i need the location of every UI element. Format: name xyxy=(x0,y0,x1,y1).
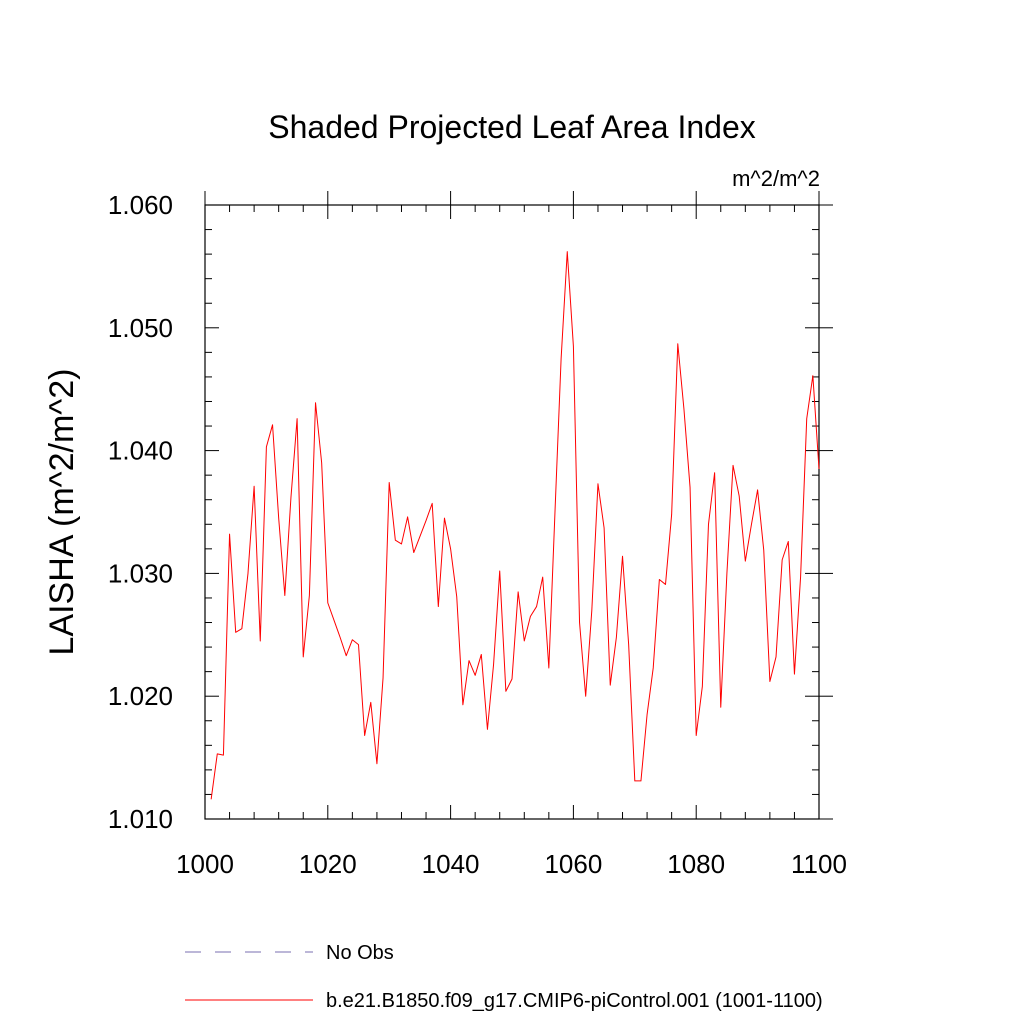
x-tick-label: 1040 xyxy=(422,849,480,879)
x-tick-label: 1060 xyxy=(544,849,602,879)
series-layer xyxy=(210,251,820,800)
legend-label: No Obs xyxy=(326,942,394,964)
axis-ticks xyxy=(204,191,833,820)
y-tick-label: 1.010 xyxy=(108,804,173,834)
x-tick-label: 1020 xyxy=(299,849,357,879)
y-tick-label: 1.020 xyxy=(108,681,173,711)
series-line xyxy=(210,251,820,800)
y-tick-label: 1.030 xyxy=(108,558,173,588)
y-tick-label: 1.050 xyxy=(108,313,173,343)
chart-title: Shaded Projected Leaf Area Index xyxy=(268,109,755,145)
y-axis-label: LAISHA (m^2/m^2) xyxy=(43,369,81,656)
legend-label: b.e21.B1850.f09_g17.CMIP6-piControl.001 … xyxy=(326,990,823,1012)
y-tick-label: 1.060 xyxy=(108,190,173,220)
x-tick-label: 1000 xyxy=(176,849,234,879)
legend: No Obs b.e21.B1850.f09_g17.CMIP6-piContro… xyxy=(185,942,823,1012)
units-label: m^2/m^2 xyxy=(732,166,820,191)
axis-tick-labels: 1000 1020 1040 1060 1080 1100 1.010 1.020 1.030 1… xyxy=(108,190,847,879)
y-tick-label: 1.040 xyxy=(108,436,173,466)
x-tick-label: 1100 xyxy=(791,849,847,879)
plot-frame xyxy=(204,204,820,820)
x-tick-label: 1080 xyxy=(667,849,725,879)
